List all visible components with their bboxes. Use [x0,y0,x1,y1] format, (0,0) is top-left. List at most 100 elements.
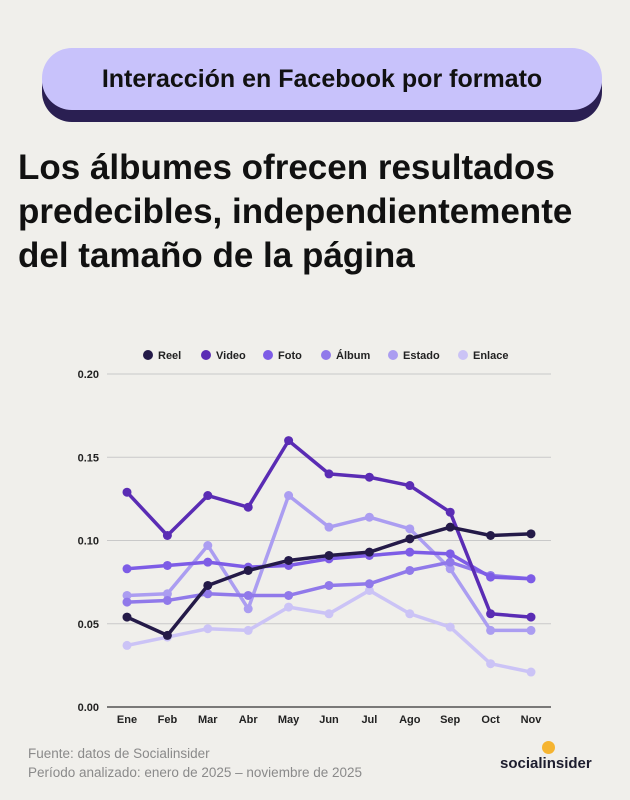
data-point [526,574,536,584]
data-point [405,609,415,619]
data-point [284,602,294,612]
data-point [203,491,213,501]
data-point [364,472,374,482]
data-point [405,547,415,557]
data-point [324,580,334,590]
x-tick-label: May [278,714,300,726]
data-point [445,549,455,559]
data-point [405,481,415,491]
data-point [122,564,132,574]
logo-text-i: i [541,741,555,772]
data-point [203,589,213,599]
data-point [284,491,294,501]
legend-marker [321,350,331,360]
headline-line-1: Los álbumes ofrecen resultados [18,148,555,187]
data-point [203,580,213,590]
y-tick-label: 0.05 [78,619,99,631]
data-point [324,469,334,479]
data-point [284,555,294,565]
legend-marker [263,350,273,360]
data-point [364,585,374,595]
legend-label: Video [216,350,246,362]
legend-label: Estado [403,350,440,362]
data-point [486,531,496,541]
x-tick-label: Sep [440,714,460,726]
data-point [162,531,172,541]
data-point [203,540,213,550]
legend-marker [143,350,153,360]
legend-label: Reel [158,350,181,362]
legend-label: Álbum [336,349,370,362]
x-tick-label: Abr [239,714,259,726]
data-point [243,502,253,512]
y-tick-label: 0.10 [78,536,99,548]
data-point [122,612,132,622]
data-point [243,604,253,614]
data-point [243,565,253,575]
data-point [445,522,455,532]
data-point [364,579,374,589]
title-badge-label: Interacción en Facebook por formato [42,48,602,110]
data-point [284,436,294,446]
data-point [122,640,132,650]
data-point [445,557,455,567]
legend-label: Foto [278,350,302,362]
footer-source: Fuente: datos de Socialinsider [28,746,210,761]
data-point [526,667,536,677]
data-point [526,625,536,635]
data-point [162,589,172,599]
data-point [486,625,496,635]
logo-text-end: nsider [546,755,592,772]
data-point [526,612,536,622]
logo-sun-icon [541,741,555,754]
x-tick-label: Oct [481,714,500,726]
data-point [486,572,496,582]
footer-period: Período analizado: enero de 2025 – novie… [28,765,362,780]
headline-line-3: del tamaño de la página [18,236,415,275]
data-point [445,507,455,517]
data-point [122,487,132,497]
data-point [405,534,415,544]
x-tick-label: Feb [158,714,178,726]
title-badge: Interacción en Facebook por formato [42,48,602,122]
data-point [162,595,172,605]
data-point [243,590,253,600]
headline: Los álbumes ofrecen resultados predecibl… [18,146,618,278]
data-point [324,522,334,532]
data-point [284,590,294,600]
data-point [364,512,374,522]
y-tick-label: 0.00 [78,702,99,714]
logo-text-start: social [500,755,543,772]
footer: Fuente: datos de Socialinsider Período a… [28,744,362,782]
data-point [324,609,334,619]
y-tick-label: 0.15 [78,452,99,464]
data-point [203,624,213,634]
data-point [122,590,132,600]
legend-marker [458,350,468,360]
data-point [405,565,415,575]
data-point [364,547,374,557]
data-point [445,564,455,574]
x-tick-label: Mar [198,714,218,726]
legend-label: Enlace [473,350,508,362]
socialinsider-logo: social i nsider [500,741,592,772]
x-tick-label: Jul [361,714,377,726]
data-point [162,630,172,640]
data-point [445,622,455,632]
x-tick-label: Ago [399,714,421,726]
y-tick-label: 0.20 [78,369,99,381]
data-point [486,659,496,669]
line-chart: 0.00 0.05 0.10 0.15 0.20 Ene Feb Mar Abr May Jun Ju… [78,349,551,726]
data-point [324,550,334,560]
x-tick-label: Nov [521,714,543,726]
data-point [526,529,536,539]
x-tick-label: Ene [117,714,137,726]
data-point [122,597,132,607]
legend-marker [388,350,398,360]
legend-marker [201,350,211,360]
data-point [162,560,172,570]
data-point [203,557,213,567]
data-point [243,625,253,635]
data-point [486,609,496,619]
data-point [405,524,415,534]
